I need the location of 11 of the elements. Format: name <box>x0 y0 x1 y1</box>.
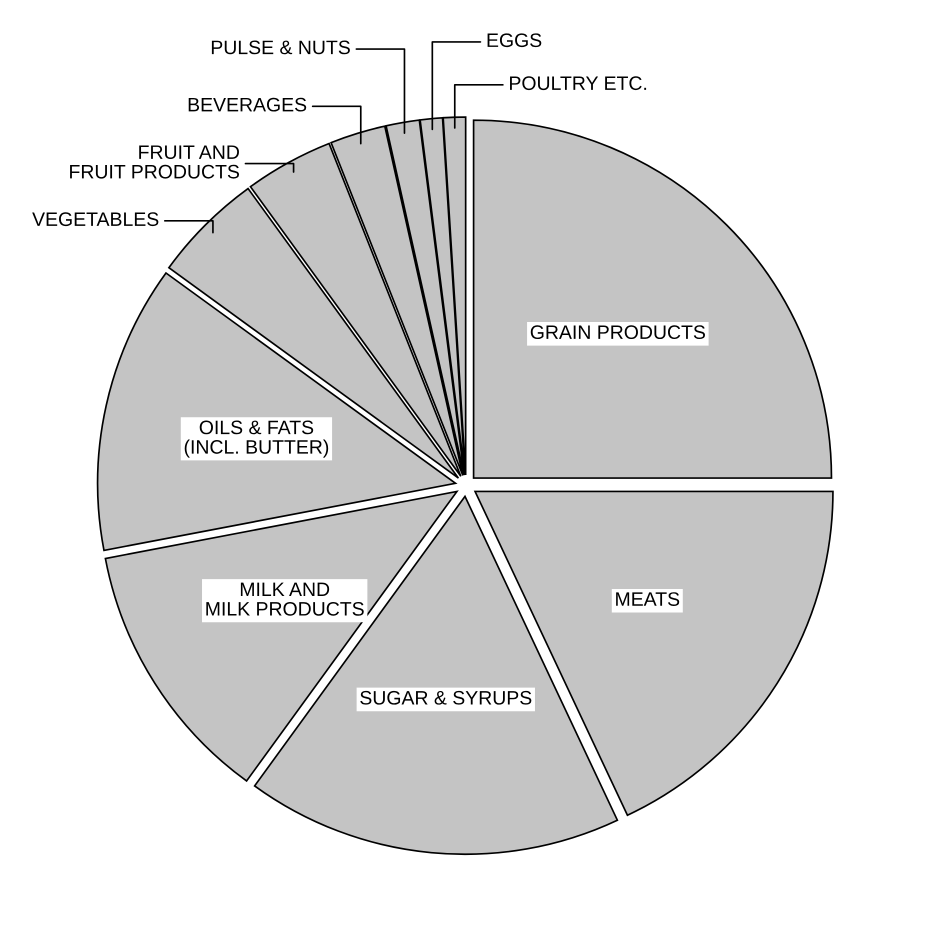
slice-label: MILK AND MILK PRODUCTS <box>206 582 364 616</box>
slice-label: VEGETABLES <box>32 212 158 226</box>
slice-label: MEATS <box>616 592 680 606</box>
slice-label: POULTRY ETC. <box>510 76 646 90</box>
slice-label: SUGAR & SYRUPS <box>360 690 532 705</box>
slice-label: FRUIT AND FRUIT PRODUCTS <box>70 145 240 179</box>
slice-label: PULSE & NUTS <box>212 40 350 54</box>
slice-label: EGGS <box>488 33 542 48</box>
slice-label: GRAIN PRODUCTS <box>530 325 705 340</box>
slice-label: BEVERAGES <box>188 98 306 112</box>
slice-label: OILS & FATS (INCL. BUTTER) <box>184 420 328 458</box>
